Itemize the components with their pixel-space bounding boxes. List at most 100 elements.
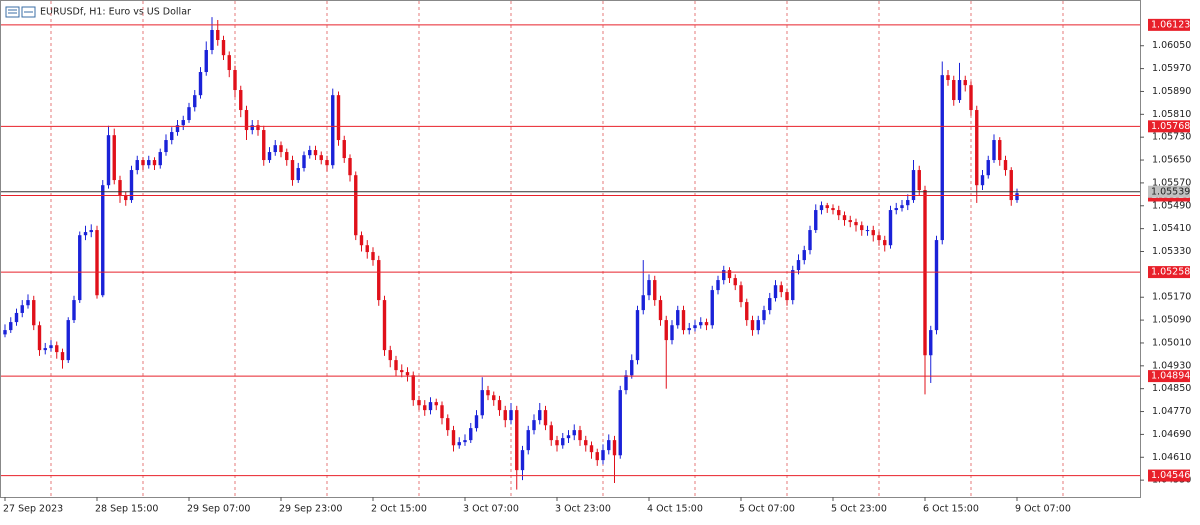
candle-body [193,95,197,108]
candle-body [515,410,519,471]
candle-body [687,328,691,331]
candle-body [239,90,243,111]
candle-body [147,160,151,166]
y-tick-label: 1.05890 [1152,86,1191,97]
candle-body [124,195,128,201]
candle-body [1003,160,1008,171]
x-tick-label: 29 Sep 23:00 [279,504,342,515]
candle-body [319,155,323,161]
candle-body [762,310,766,321]
candle-body [20,305,24,313]
candle-body [256,125,260,131]
candle-body [106,135,111,186]
x-tick-label: 5 Oct 07:00 [739,504,795,515]
candle-body [244,110,249,131]
x-tick-label: 28 Sep 15:00 [95,504,158,515]
candle-body [894,208,898,211]
candle-body [980,175,985,186]
candle-body [710,290,714,326]
candle-body [267,152,272,161]
candle-body [906,200,910,206]
candle-body [405,372,410,376]
candle-body [486,390,490,396]
chart-title: EURUSDf, H1: Euro vs US Dollar [40,7,191,18]
candle-body [549,425,553,441]
candle-body [26,300,30,306]
candle-body [428,402,433,411]
candle-body [745,302,749,321]
candle-body [170,132,174,141]
candle-body [313,150,318,156]
candle-body [814,210,818,231]
candle-body [934,240,939,331]
candle-body [440,405,444,419]
y-tick-label: 1.04930 [1152,360,1191,371]
candle-body [768,298,772,311]
candle-body [641,295,645,311]
level-label: 1.04894 [1151,371,1190,382]
candle-body [480,390,484,416]
candle-body [14,312,19,323]
y-tick-label: 1.05570 [1152,177,1191,188]
candle-body [992,140,996,161]
candle-body [727,270,732,279]
y-tick-label: 1.04690 [1152,429,1191,440]
candle-body [377,260,381,301]
candle-body [854,222,858,226]
candle-body [543,410,548,426]
candle-body [647,280,651,296]
candle-body [860,225,864,231]
candle-body [699,322,703,326]
candle-body [584,440,588,446]
candle-body [624,375,628,391]
candle-body [664,320,668,341]
candle-body [37,325,42,351]
candle-body [9,322,13,331]
title-icon [5,6,36,18]
candle-body [446,418,450,431]
candle-body [336,95,341,141]
y-tick-label: 1.05410 [1152,223,1191,234]
candle-body [503,410,507,421]
candle-body [532,420,536,431]
candle-body [371,252,375,261]
candle-body [204,50,208,73]
level-label: 1.06123 [1151,19,1190,30]
candle-body [152,160,157,166]
candle-body [394,360,398,371]
candle-body [101,185,105,296]
candle-body [210,30,214,51]
y-tick-label: 1.06050 [1152,40,1191,51]
candle-body [60,352,65,361]
candle-body [693,325,697,329]
level-label: 1.05768 [1151,121,1190,132]
x-tick-label: 29 Sep 07:00 [187,504,250,515]
candle-body [607,440,611,451]
x-tick-label: 4 Oct 15:00 [647,504,703,515]
candle-body [538,410,542,421]
candle-body [227,55,231,71]
candle-body [952,80,956,101]
candle-body [285,152,289,161]
level-label: 1.04546 [1151,470,1190,481]
candle-body [670,325,674,341]
level-label-box [1148,18,1190,31]
candle-body [929,330,933,356]
candle-body [676,310,680,326]
candle-body [612,440,617,456]
candle-body [474,415,479,429]
x-tick-label: 2 Oct 15:00 [371,504,427,515]
candle-body [733,278,737,286]
candle-body [946,75,950,81]
candle-body [95,230,99,296]
candle-body [808,230,812,251]
y-tick-label: 1.04770 [1152,406,1191,417]
candle-body [72,300,76,321]
candle-body [411,375,415,401]
candle-body [112,135,116,181]
candle-body [877,235,881,241]
candle-body [325,160,329,166]
candle-body [739,285,743,303]
